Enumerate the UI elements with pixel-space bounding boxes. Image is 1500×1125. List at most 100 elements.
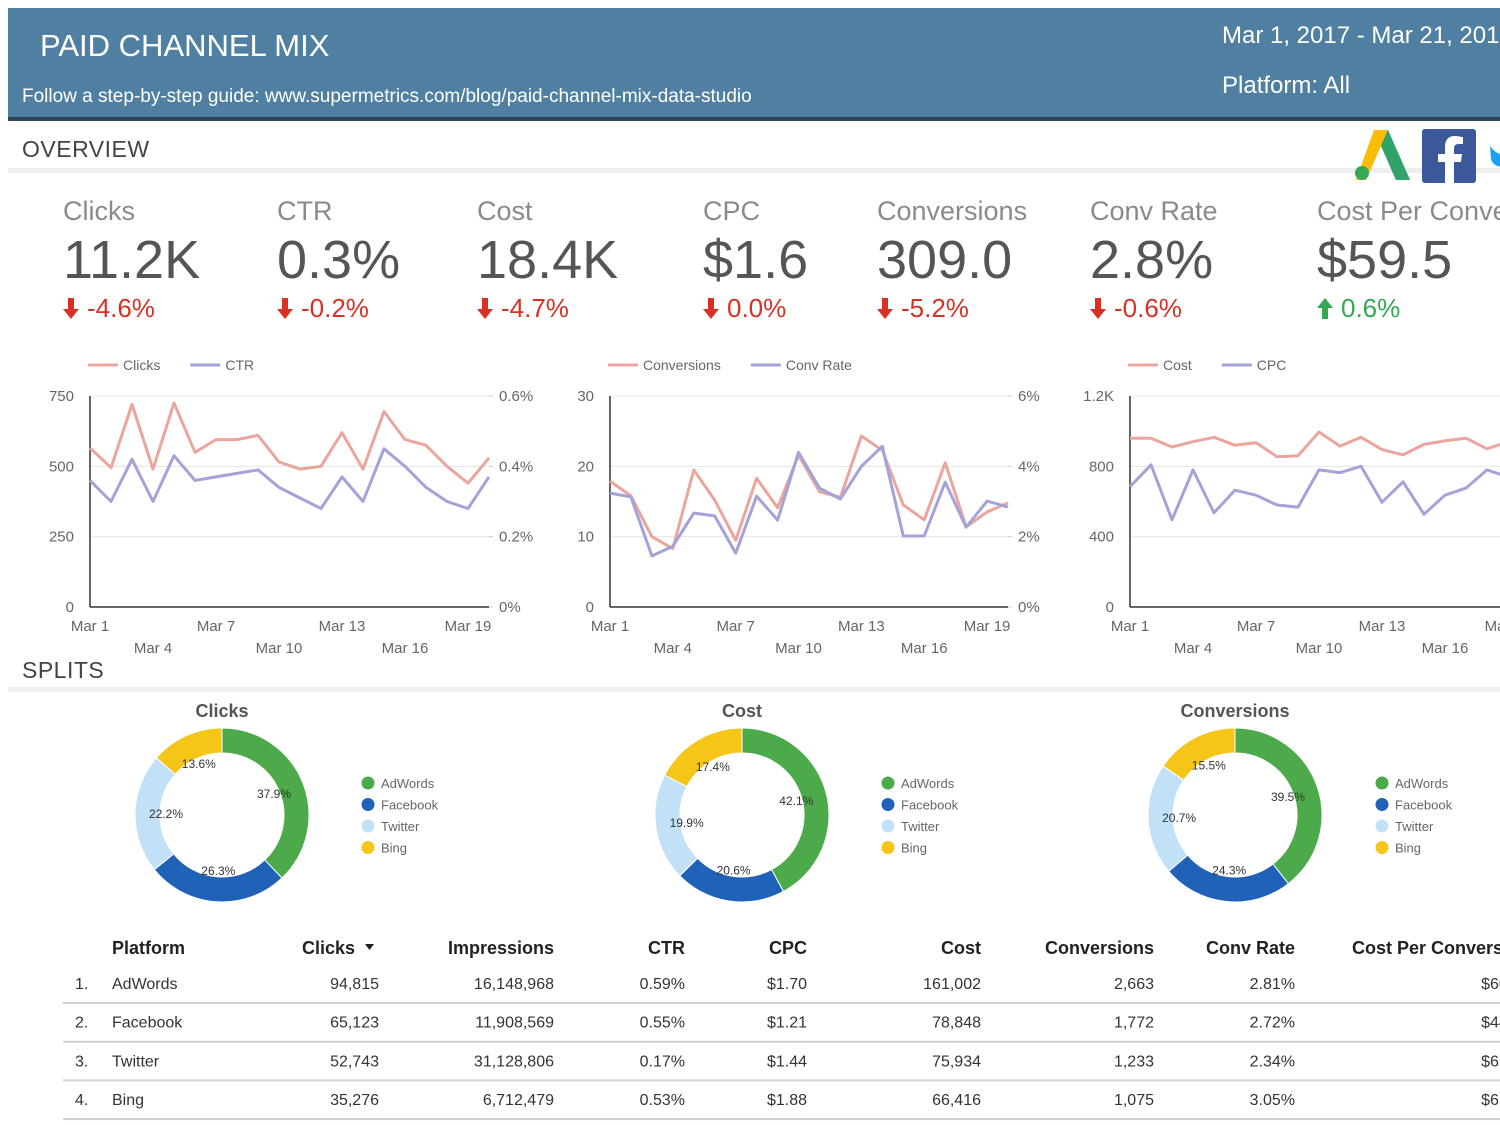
kpi-label: Cost Per Conversion xyxy=(1317,196,1500,226)
table-cell: $61.58 xyxy=(1481,1053,1500,1070)
column-header: Clicks xyxy=(302,938,355,958)
legend-swatch xyxy=(361,798,375,811)
series-line xyxy=(609,444,1009,558)
kpi: Clicks 11.2K -4.6% xyxy=(63,196,200,324)
kpi-change-value: 0.0% xyxy=(727,293,787,323)
legend-label: Twitter xyxy=(381,819,420,834)
x-tick-label: Mar 4 xyxy=(134,640,172,657)
data-label: 20.6% xyxy=(717,863,751,877)
donut-segment xyxy=(221,727,310,879)
y-tick-label: 0 xyxy=(66,599,74,616)
column-header: Conversions xyxy=(1045,938,1154,958)
kpi-change: 0.0% xyxy=(703,293,808,324)
kpi: Cost 18.4K -4.7% xyxy=(477,196,618,324)
kpi-label: Conv Rate xyxy=(1090,196,1218,226)
table-cell: 1,772 xyxy=(1114,1015,1154,1032)
y-tick-label: 30 xyxy=(577,388,594,405)
x-tick-label: Mar 10 xyxy=(775,640,822,657)
kpi-label: Clicks xyxy=(63,196,135,226)
legend-swatch xyxy=(1375,776,1389,790)
report-subtitle[interactable]: Follow a step-by-step guide: www.superme… xyxy=(22,86,752,107)
table-cell: $1.21 xyxy=(767,1015,807,1032)
y2-tick-label: 0.6% xyxy=(499,388,533,405)
kpi-change: -0.2% xyxy=(277,293,400,324)
data-label: 20.7% xyxy=(1162,811,1196,825)
kpi-value: 11.2K xyxy=(63,230,201,290)
sort-indicator xyxy=(365,944,374,950)
legend-label: AdWords xyxy=(1395,776,1449,791)
y2-tick-label: 0.2% xyxy=(499,529,533,546)
kpi-change-value: -5.2% xyxy=(901,293,969,323)
column-header: Platform xyxy=(112,938,185,958)
kpi-value: 0.3% xyxy=(277,230,401,290)
kpi-label: Conversions xyxy=(877,196,1028,226)
kpi: Conversions 309.0 -5.2% xyxy=(877,196,1027,324)
y2-tick-label: 0% xyxy=(499,599,521,616)
trend-arrow xyxy=(877,298,893,319)
table-cell: 0.53% xyxy=(640,1092,685,1109)
trend-arrow-shape xyxy=(703,298,719,319)
row-index: 1. xyxy=(75,976,88,993)
legend-label: Twitter xyxy=(1395,819,1434,834)
kpi-value: $1.6 xyxy=(703,230,809,290)
kpi-value: 2.8% xyxy=(1090,230,1214,290)
y-tick-label: 0 xyxy=(1106,599,1114,616)
table-cell: 2.34% xyxy=(1250,1053,1295,1070)
y2-tick-label: 6% xyxy=(1018,388,1040,405)
table-cell: $1.70 xyxy=(767,976,807,993)
table-cell: 16,148,968 xyxy=(474,976,554,993)
kpi-change-value: 0.6% xyxy=(1341,293,1401,323)
kpi-value: 309.0 xyxy=(877,230,1013,290)
table-cell: 2.81% xyxy=(1250,976,1295,993)
data-label: 37.9% xyxy=(257,787,291,801)
x-tick-label: Mar 10 xyxy=(256,640,303,657)
kpi-change: 0.6% xyxy=(1317,293,1500,324)
table-cell: $44.50 xyxy=(1481,1015,1500,1032)
row-index: 2. xyxy=(75,1015,88,1032)
legend-label: CTR xyxy=(225,357,254,373)
kpi-label: CTR xyxy=(277,196,333,226)
kpi-change-value: -0.2% xyxy=(301,293,369,323)
y-tick-label: 500 xyxy=(49,458,74,475)
x-tick-label: Mar 1 xyxy=(1111,618,1149,635)
table-cell: 6,712,479 xyxy=(483,1092,554,1109)
data-label: 17.4% xyxy=(696,760,730,774)
kpi: Conv Rate 2.8% -0.6% xyxy=(1090,196,1218,324)
y-tick-label: 20 xyxy=(577,458,594,475)
series-line xyxy=(1130,430,1500,459)
trend-arrow xyxy=(477,298,493,319)
trend-arrow xyxy=(63,298,79,319)
legend-label: Facebook xyxy=(901,798,959,813)
table-cell: $1.88 xyxy=(767,1092,807,1109)
donut-segment xyxy=(1167,854,1290,903)
date-range[interactable]: Mar 1, 2017 - Mar 21, 2017 xyxy=(1222,22,1500,49)
x-tick-label: Mar 1 xyxy=(591,618,629,635)
trend-arrow-shape xyxy=(877,298,893,319)
column-header: Impressions xyxy=(448,938,554,958)
platform-filter[interactable]: Platform: All xyxy=(1222,72,1351,99)
x-tick-label: Mar 4 xyxy=(1174,640,1212,657)
legend-label: Conversions xyxy=(643,357,721,373)
x-tick-label: Mar 7 xyxy=(1237,618,1275,635)
trend-arrow-shape xyxy=(63,298,79,319)
y2-tick-label: 0% xyxy=(1018,599,1040,616)
table-cell: 1,233 xyxy=(1114,1053,1154,1070)
legend-swatch xyxy=(1375,841,1389,854)
divider xyxy=(8,168,1500,173)
header-bar xyxy=(8,8,1500,121)
kpi-change: -5.2% xyxy=(877,293,1027,324)
legend-label: AdWords xyxy=(901,776,955,791)
table-cell: 2,663 xyxy=(1114,976,1154,993)
y2-tick-label: 4% xyxy=(1018,458,1040,475)
kpi-change: -4.6% xyxy=(63,293,200,324)
x-tick-label: Mar 13 xyxy=(1359,618,1406,635)
legend-swatch xyxy=(881,798,895,811)
table-cell: $1.44 xyxy=(767,1053,807,1070)
kpi-label: CPC xyxy=(703,196,761,226)
section-title: OVERVIEW xyxy=(22,136,150,162)
data-label: 22.2% xyxy=(149,807,183,821)
donut-segment xyxy=(741,727,830,893)
table-cell: 75,934 xyxy=(932,1053,981,1070)
divider xyxy=(8,687,1500,692)
table-cell: 0.17% xyxy=(640,1053,685,1070)
